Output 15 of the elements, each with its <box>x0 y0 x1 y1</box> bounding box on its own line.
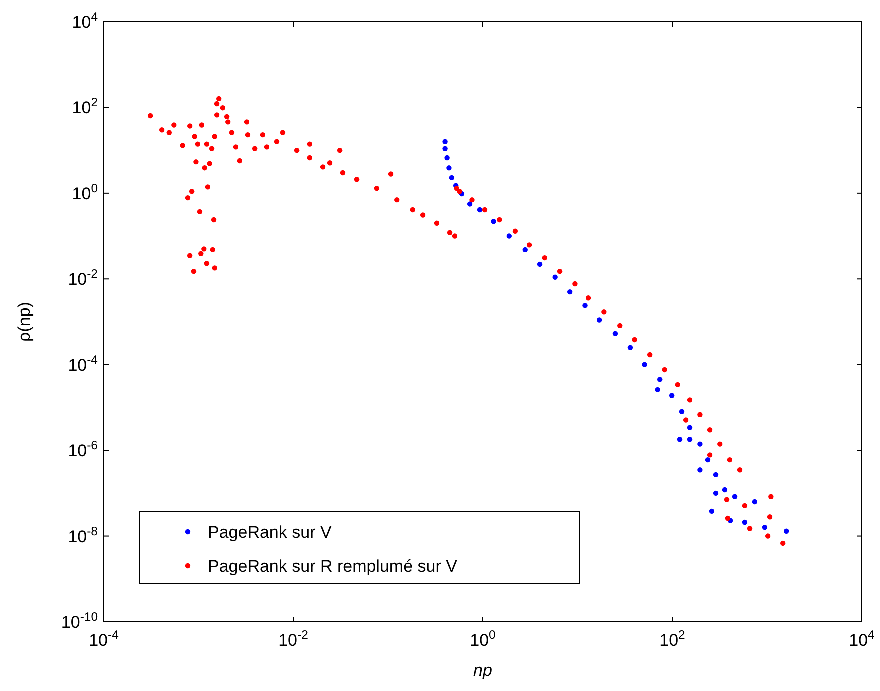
x-tick-label: 10$^{0}$ <box>470 628 496 650</box>
x-tick-label: 10$^{4}$ <box>849 628 876 650</box>
y-tick-label: 10$^{0}$ <box>72 181 98 204</box>
y-tick-label: 10$^{2}$ <box>72 96 98 118</box>
y-tick-label: 10$^{4}$ <box>72 10 98 32</box>
y-tick-label: 10$^{-8}$ <box>68 524 98 546</box>
y-axis-title: ρ(np) <box>15 302 34 342</box>
y-tick-label: 10$^{-2}$ <box>68 267 98 290</box>
legend-label: PageRank sur R remplumé sur V <box>208 557 458 576</box>
y-tick-label: 10$^{-6}$ <box>68 438 98 461</box>
y-tick-label: 10$^{-4}$ <box>68 352 98 375</box>
x-tick-label: 10$^{2}$ <box>660 628 686 650</box>
legend-label: PageRank sur V <box>208 523 332 542</box>
x-tick-label: 10$^{-2}$ <box>278 628 309 650</box>
x-axis-title: np <box>474 661 492 680</box>
